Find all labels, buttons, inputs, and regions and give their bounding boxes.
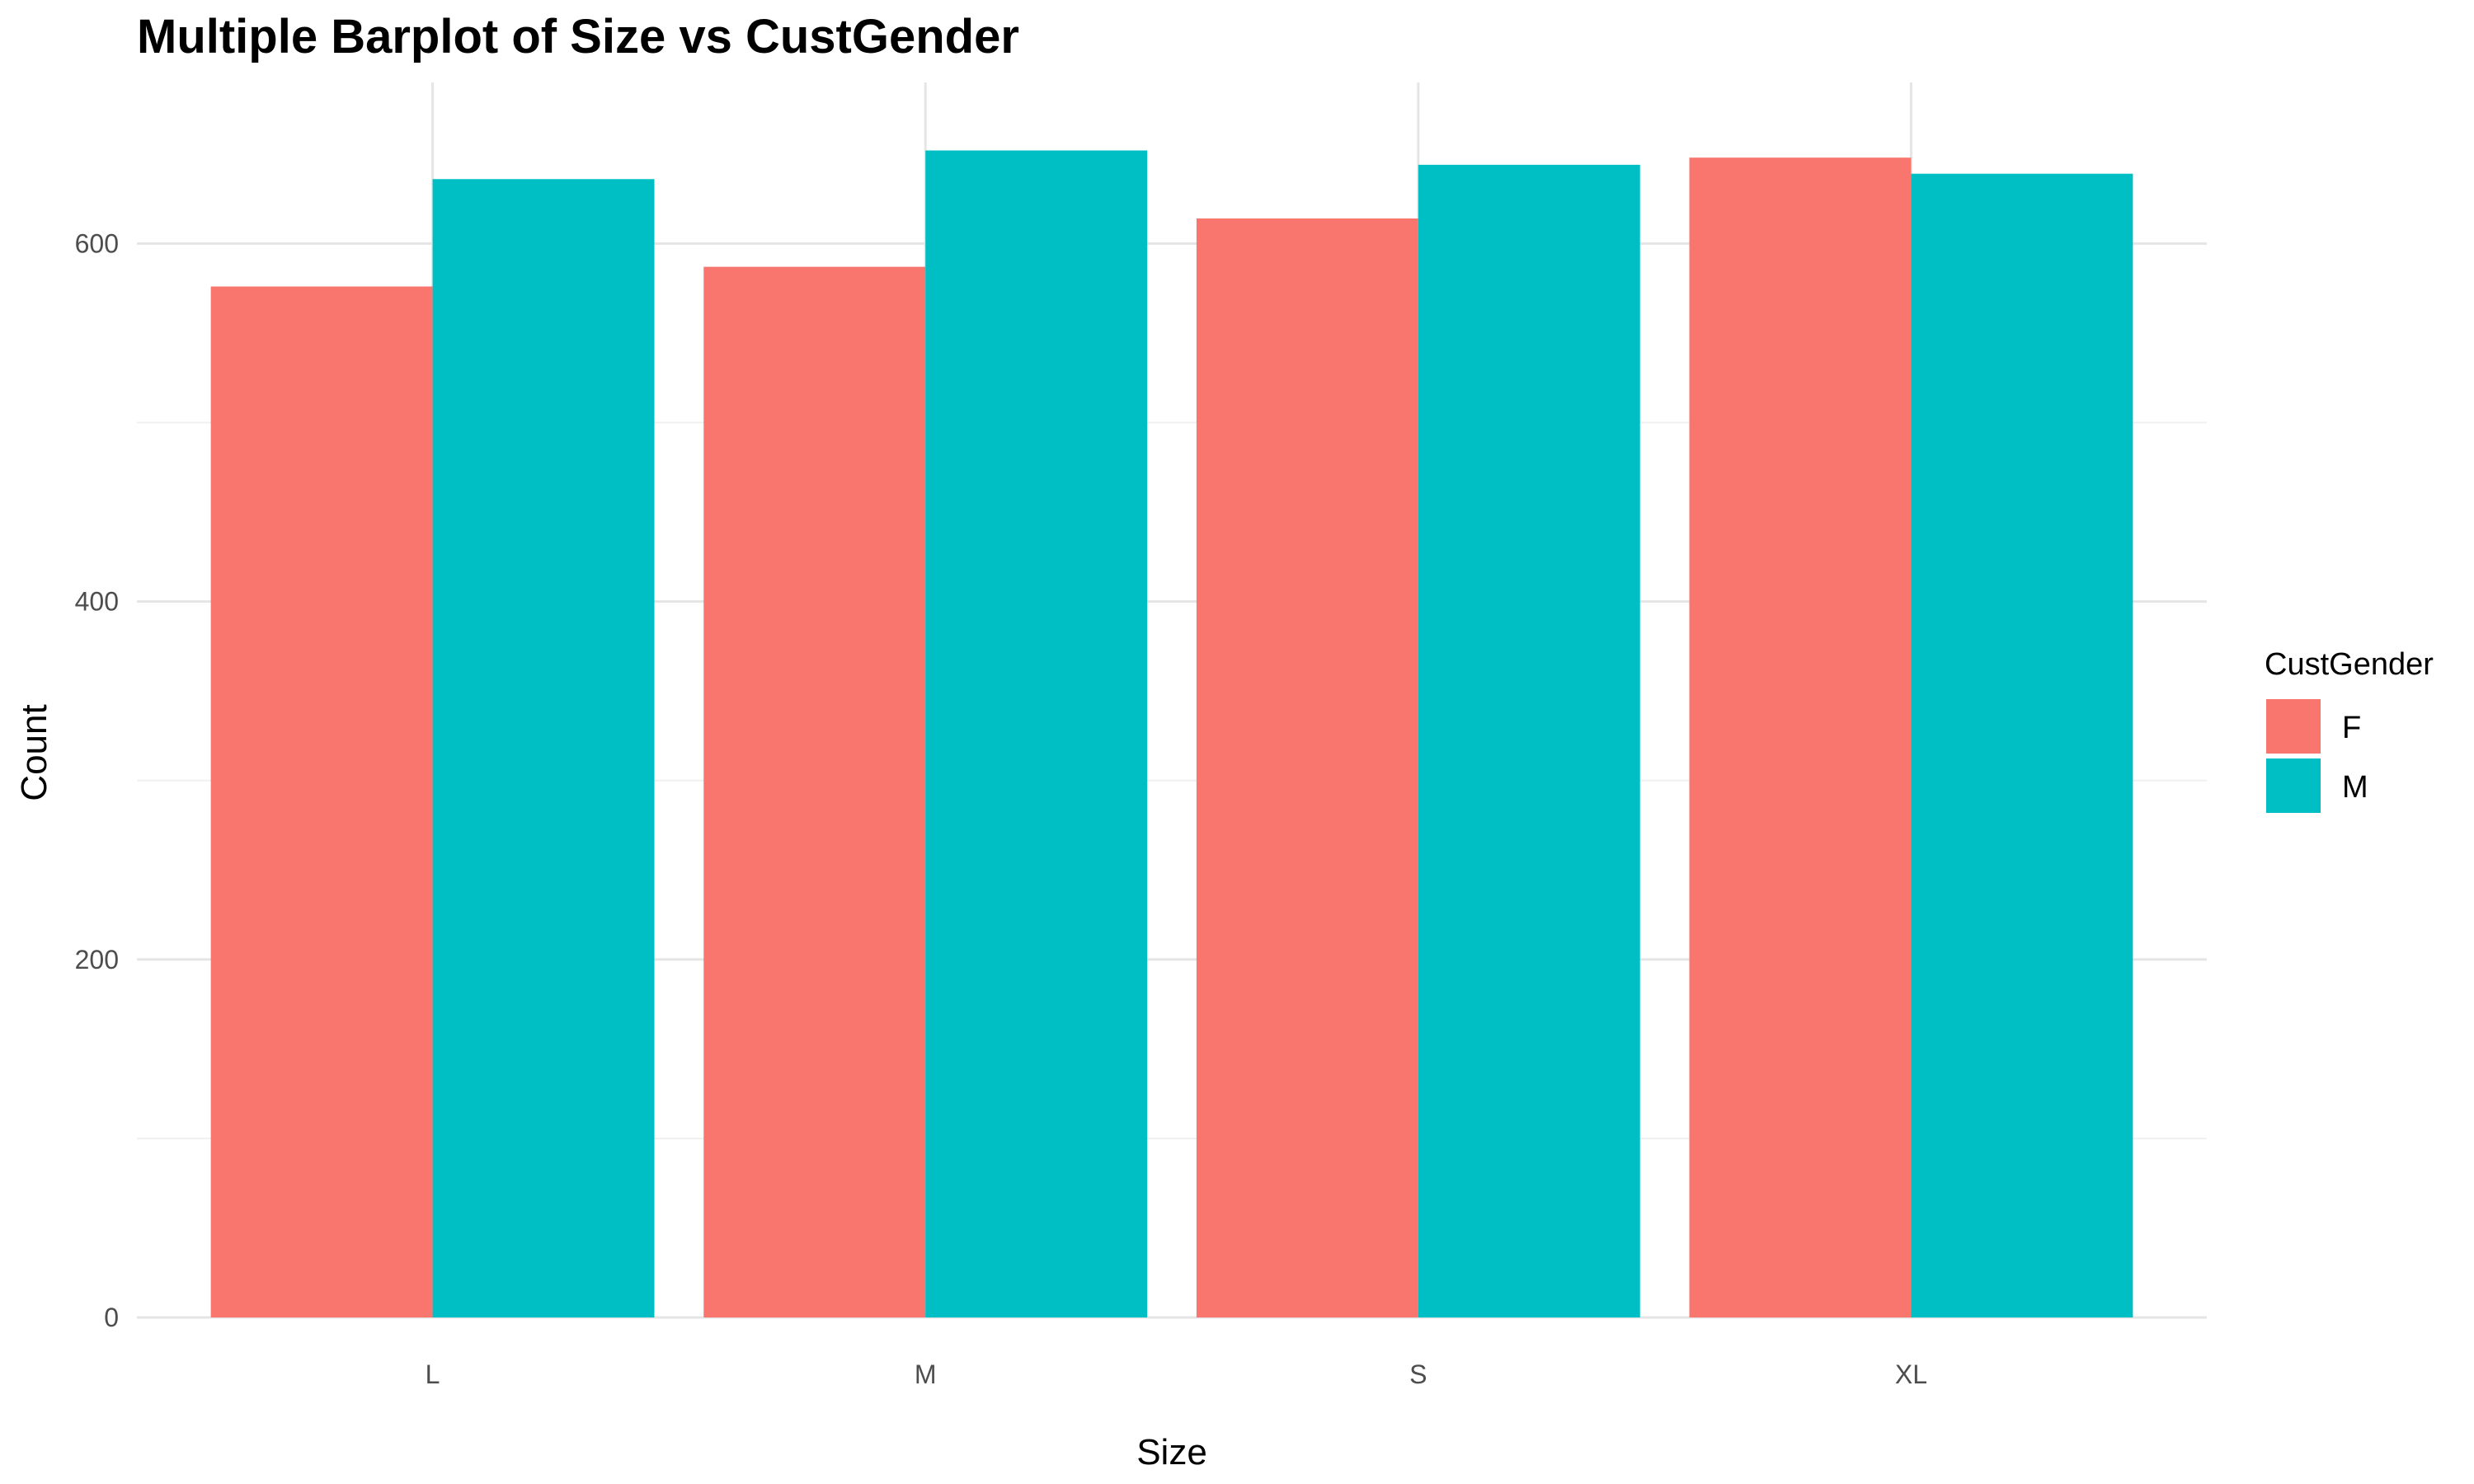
y-tick-label: 400 [75,587,119,617]
x-tick-label: XL [1895,1360,1927,1389]
bar-l-m [432,179,655,1318]
x-axis-title: Size [1136,1432,1207,1472]
bar-m-f [703,266,926,1317]
legend-swatch-f [2266,699,2321,754]
legend-label-m: M [2342,770,2368,805]
y-tick-label: 600 [75,228,119,258]
legend-label-f: F [2342,711,2361,745]
bar-s-m [1418,164,1640,1317]
y-tick-label: 200 [75,945,119,974]
x-tick-label: L [426,1360,440,1389]
y-tick-label: 0 [104,1303,119,1332]
x-axis-ticks: L M S XL [426,1360,1927,1389]
y-axis-ticks: 0 200 400 600 [75,228,119,1332]
bars [210,150,2133,1318]
legend: CustGender FM [2265,647,2434,813]
x-tick-label: S [1409,1360,1427,1389]
bar-s-f [1196,218,1418,1318]
bar-m-m [925,150,1148,1318]
y-axis-title: Count [14,704,54,801]
legend-swatch-m [2266,758,2321,813]
bar-xl-f [1689,157,1912,1317]
legend-title: CustGender [2265,647,2434,682]
bar-l-f [210,286,433,1318]
bar-xl-m [1911,173,2133,1318]
chart-title: Multiple Barplot of Size vs CustGender [137,10,1019,63]
x-tick-label: M [915,1360,937,1389]
